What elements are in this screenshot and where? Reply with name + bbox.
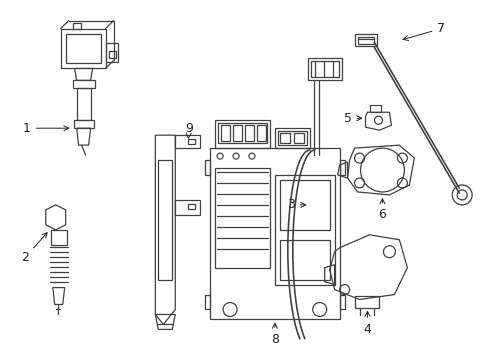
Text: 8: 8 xyxy=(270,323,278,346)
Bar xyxy=(65,33,101,63)
Bar xyxy=(256,125,265,141)
Text: 6: 6 xyxy=(378,199,386,221)
Bar xyxy=(279,180,329,230)
Text: 7: 7 xyxy=(402,22,445,41)
Bar xyxy=(279,133,289,143)
Bar xyxy=(274,175,334,285)
Bar xyxy=(158,160,172,280)
Text: 1: 1 xyxy=(23,122,69,135)
Bar xyxy=(218,123,266,143)
Bar xyxy=(108,50,116,58)
Bar xyxy=(221,125,229,141)
Bar xyxy=(188,204,195,209)
Bar xyxy=(51,230,66,245)
Bar xyxy=(277,131,306,145)
Text: 2: 2 xyxy=(21,233,47,264)
Bar xyxy=(244,125,253,141)
Text: 4: 4 xyxy=(363,311,371,336)
Bar xyxy=(357,37,374,44)
Text: 9: 9 xyxy=(185,122,193,138)
Text: 3: 3 xyxy=(286,198,305,211)
Bar xyxy=(310,62,338,77)
Bar xyxy=(279,240,329,280)
Bar xyxy=(188,139,195,144)
Text: 5: 5 xyxy=(343,112,361,125)
Bar xyxy=(233,125,242,141)
Bar xyxy=(293,133,303,143)
Bar xyxy=(215,168,269,268)
